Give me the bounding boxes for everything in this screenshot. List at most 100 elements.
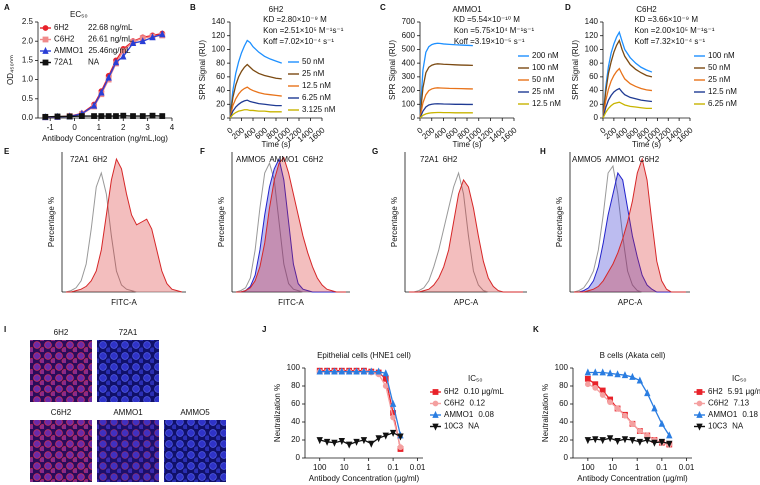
legend-label: 25 nM — [302, 69, 325, 78]
marker — [331, 439, 338, 447]
y-tick-label: 1.5 — [22, 56, 34, 65]
annotation: KD =2.80×10⁻⁹ M — [263, 15, 327, 24]
annotation: Kon =2.00×10⁵ M⁻¹s⁻¹ — [634, 26, 715, 35]
marker — [375, 435, 382, 443]
y-axis-title: Percentage % — [47, 197, 56, 247]
y-tick-label: 400 — [402, 58, 416, 67]
marker — [636, 376, 644, 384]
marker — [592, 384, 599, 391]
legend-label: 72A1 — [54, 58, 73, 67]
legend-label: AMMO1 — [605, 155, 635, 164]
series-line — [229, 109, 282, 119]
marker — [606, 369, 614, 377]
marker — [149, 33, 156, 41]
marker — [360, 437, 368, 445]
micrograph — [164, 420, 226, 482]
y-axis-title: Neutralization % — [273, 384, 282, 442]
x-tick-label: -1 — [47, 123, 55, 132]
legend-marker — [696, 389, 703, 395]
panel-letter: A — [4, 3, 10, 12]
marker — [592, 368, 599, 376]
marker — [323, 438, 331, 446]
series-line — [587, 371, 670, 436]
legend-label: 6H2 — [443, 155, 458, 164]
marker — [584, 375, 591, 382]
y-tick-label: 80 — [216, 58, 225, 67]
marker — [584, 368, 592, 376]
legend-label: 50 nM — [302, 57, 325, 66]
micrograph — [97, 340, 159, 402]
marker — [389, 429, 397, 437]
legend-title: EC₅₀ — [70, 10, 88, 19]
legend-value: 25.46ng/mL — [88, 46, 131, 55]
marker — [584, 437, 592, 445]
marker — [98, 88, 105, 96]
y-tick-label: 100 — [585, 45, 599, 54]
y-tick-label: 0.0 — [22, 113, 34, 122]
legend-label: C6H2 — [708, 399, 729, 408]
marker — [54, 113, 61, 120]
marker — [98, 113, 105, 119]
histogram-line — [236, 157, 346, 293]
y-tick-label: 40 — [291, 417, 300, 426]
annotation: Kon =5.75×10⁴ M⁻¹s⁻¹ — [454, 26, 535, 35]
legend-label: AMMO5 — [236, 155, 266, 164]
y-tick-label: 80 — [589, 58, 598, 67]
marker — [599, 437, 606, 445]
legend-label: AMMO1 — [444, 410, 474, 419]
legend-marker — [42, 46, 49, 54]
histogram-line — [236, 156, 346, 293]
marker — [629, 372, 636, 380]
legend-marker — [696, 400, 703, 407]
marker — [644, 437, 651, 445]
marker — [316, 437, 323, 445]
legend-marker — [42, 25, 49, 31]
y-tick-label: 2.0 — [22, 36, 34, 45]
histogram-fill — [574, 159, 686, 292]
panel-letter: K — [533, 325, 539, 334]
y-tick-label: 20 — [291, 435, 300, 444]
legend-marker — [696, 423, 703, 431]
marker — [382, 432, 389, 440]
y-tick-label: 120 — [585, 31, 599, 40]
x-tick-label: 1 — [366, 463, 371, 472]
legend-value: NA — [732, 422, 744, 431]
x-tick-label: 0 — [415, 125, 425, 135]
x-tick-label: 1 — [97, 123, 102, 132]
legend-label: 100 nM — [708, 51, 735, 60]
legend-label: 6H2 — [54, 23, 69, 32]
legend-label: AMMO1 — [708, 410, 738, 419]
y-tick-label: 100 — [402, 99, 416, 108]
marker — [666, 440, 673, 448]
image-label: AMMO5 — [180, 408, 210, 417]
marker — [149, 112, 156, 119]
annotation: KD =3.66×10⁻⁹ M — [634, 15, 698, 24]
series-line — [602, 30, 653, 119]
x-tick-label: 0.01 — [410, 463, 426, 472]
marker — [139, 113, 146, 119]
y-axis-title: SPR Signal (RU) — [388, 40, 397, 100]
marker — [90, 101, 98, 109]
y-tick-label: 300 — [402, 72, 416, 81]
legend-label: 6.25 nM — [708, 99, 737, 108]
histogram-line — [409, 178, 523, 293]
series-line — [602, 87, 653, 119]
histogram-line — [574, 171, 686, 293]
marker — [397, 444, 404, 451]
y-tick-label: 140 — [585, 17, 599, 26]
marker — [105, 113, 112, 119]
panel-letter: D — [565, 3, 571, 12]
series-line — [319, 432, 401, 446]
legend-marker — [432, 410, 439, 418]
panel-letter: H — [540, 147, 546, 156]
y-tick-label: 60 — [589, 72, 598, 81]
legend-marker — [432, 400, 439, 407]
y-tick-label: 600 — [402, 31, 416, 40]
y-tick-label: 60 — [216, 72, 225, 81]
legend-value: 26.61 ng/mL — [88, 35, 133, 44]
legend-value: 0.12 — [469, 399, 485, 408]
x-axis-title: APC-A — [454, 298, 479, 307]
y-tick-label: 0.5 — [22, 94, 34, 103]
